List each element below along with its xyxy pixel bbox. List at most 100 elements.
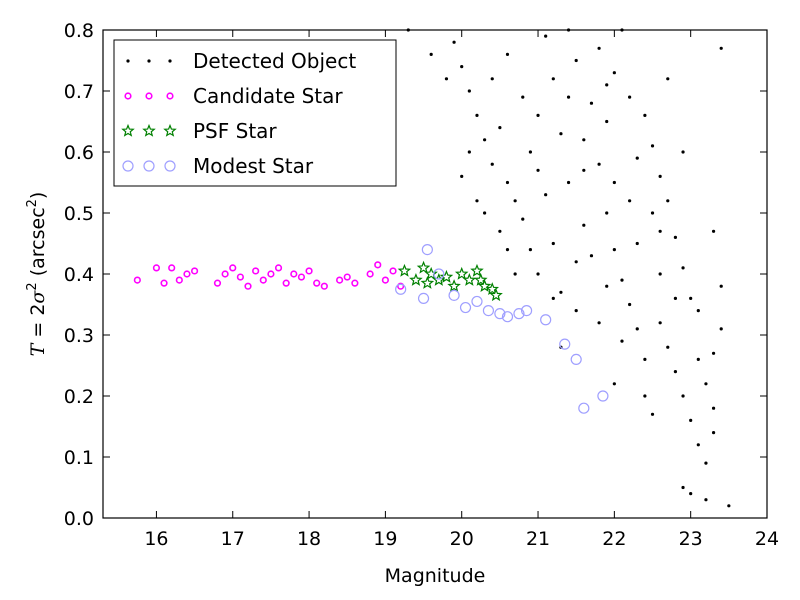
detected-object-point: [460, 174, 464, 178]
candidate-star-point: [282, 279, 290, 287]
psf-star-point: [454, 266, 469, 280]
detected-object-point: [444, 77, 449, 81]
modest-star-point: [570, 353, 582, 365]
detected-object-point: [521, 95, 525, 99]
candidate-star-point: [267, 270, 275, 278]
detected-object-point: [605, 211, 609, 215]
modest-star-point: [494, 308, 506, 320]
modest-star-point: [513, 308, 525, 320]
series-detected-object: [406, 28, 731, 508]
detected-object-point: [536, 113, 540, 117]
detected-object-point: [696, 309, 700, 313]
series-psf-star: [397, 260, 503, 302]
x-tick-label: 24: [755, 528, 779, 550]
modest-star-point: [471, 295, 483, 308]
detected-object-point: [689, 492, 693, 496]
detected-object-point: [467, 89, 471, 93]
psf-star-point: [420, 276, 435, 289]
detected-object-point: [475, 113, 479, 117]
detected-object-point: [490, 162, 494, 166]
detected-object-point: [605, 119, 609, 124]
modest-star-point: [395, 283, 407, 295]
detected-object-point: [589, 254, 594, 258]
detected-object-point: [719, 284, 723, 288]
candidate-star-point: [274, 264, 283, 272]
detected-object-point: [643, 113, 647, 117]
detected-object-point: [460, 65, 464, 69]
detected-object-point: [689, 418, 693, 422]
detected-object-point: [711, 229, 716, 233]
detected-object-point: [582, 168, 586, 172]
detected-object-point: [498, 229, 502, 233]
detected-object-point: [582, 223, 586, 227]
detected-object-point: [666, 77, 670, 81]
candidate-star-point: [335, 276, 344, 284]
candidate-star-point: [313, 279, 321, 287]
psf-star-point: [397, 263, 412, 277]
legend-marker: [143, 160, 155, 172]
detected-object-point: [704, 382, 708, 386]
candidate-star-point: [236, 273, 244, 281]
modest-star-point: [501, 311, 514, 323]
modest-star-point: [433, 268, 445, 280]
x-tick-label: 20: [450, 528, 474, 550]
detected-object-point: [711, 406, 716, 410]
detected-object-point: [528, 248, 533, 252]
detected-object-point: [536, 168, 540, 172]
detected-object-point: [620, 278, 624, 282]
x-tick-label: 17: [221, 528, 245, 550]
detected-object-point: [681, 150, 685, 154]
detected-object-point: [483, 211, 487, 215]
x-tick-label: 18: [297, 528, 321, 550]
detected-object-point: [719, 46, 723, 50]
candidate-star-point: [213, 279, 222, 287]
legend-marker: [164, 160, 176, 172]
modest-star-point: [482, 305, 495, 317]
detected-object-point: [559, 132, 563, 136]
legend-marker: [122, 160, 134, 172]
candidate-star-point: [297, 273, 306, 281]
psf-star-point: [439, 269, 454, 283]
candidate-star-point: [366, 270, 374, 278]
candidate-star-point: [389, 267, 397, 275]
detected-object-point: [490, 77, 494, 81]
y-tick-label: 0.2: [64, 386, 94, 408]
x-tick-label: 19: [373, 528, 397, 550]
detected-object-point: [582, 138, 586, 142]
detected-object-point: [536, 272, 540, 276]
detected-object-point: [475, 199, 479, 203]
legend-marker: [145, 92, 153, 100]
detected-object-point: [513, 199, 517, 203]
y-tick-label: 0.1: [64, 447, 94, 469]
modest-star-point: [540, 314, 552, 326]
y-tick-label: 0.8: [64, 20, 94, 42]
detected-object-point: [681, 394, 685, 398]
psf-star-point: [470, 263, 484, 277]
detected-object-point: [650, 412, 655, 416]
candidate-star-point: [343, 273, 351, 281]
detected-object-point: [597, 46, 601, 50]
detected-object-point: [544, 193, 548, 197]
detected-object-point: [620, 339, 624, 343]
detected-object-point: [658, 272, 662, 276]
detected-object-point: [673, 296, 678, 300]
detected-object-point: [483, 138, 487, 142]
detected-object-point: [727, 504, 731, 508]
modest-star-point: [417, 292, 430, 304]
detected-object-point: [574, 260, 578, 264]
legend-marker: [126, 59, 130, 63]
detected-object-point: [650, 144, 655, 148]
psf-star-point: [462, 272, 477, 286]
modest-star-point: [459, 301, 472, 314]
detected-object-point: [635, 156, 639, 160]
candidate-star-point: [160, 279, 168, 287]
candidate-star-point: [374, 261, 382, 269]
detected-object-point: [452, 40, 456, 44]
candidate-star-point: [381, 276, 389, 284]
legend-marker: [147, 59, 151, 63]
detected-object-point: [666, 199, 670, 203]
detected-object-point: [612, 248, 616, 252]
legend-marker: [121, 123, 135, 137]
detected-object-point: [467, 150, 471, 154]
detected-object-point: [528, 150, 533, 154]
